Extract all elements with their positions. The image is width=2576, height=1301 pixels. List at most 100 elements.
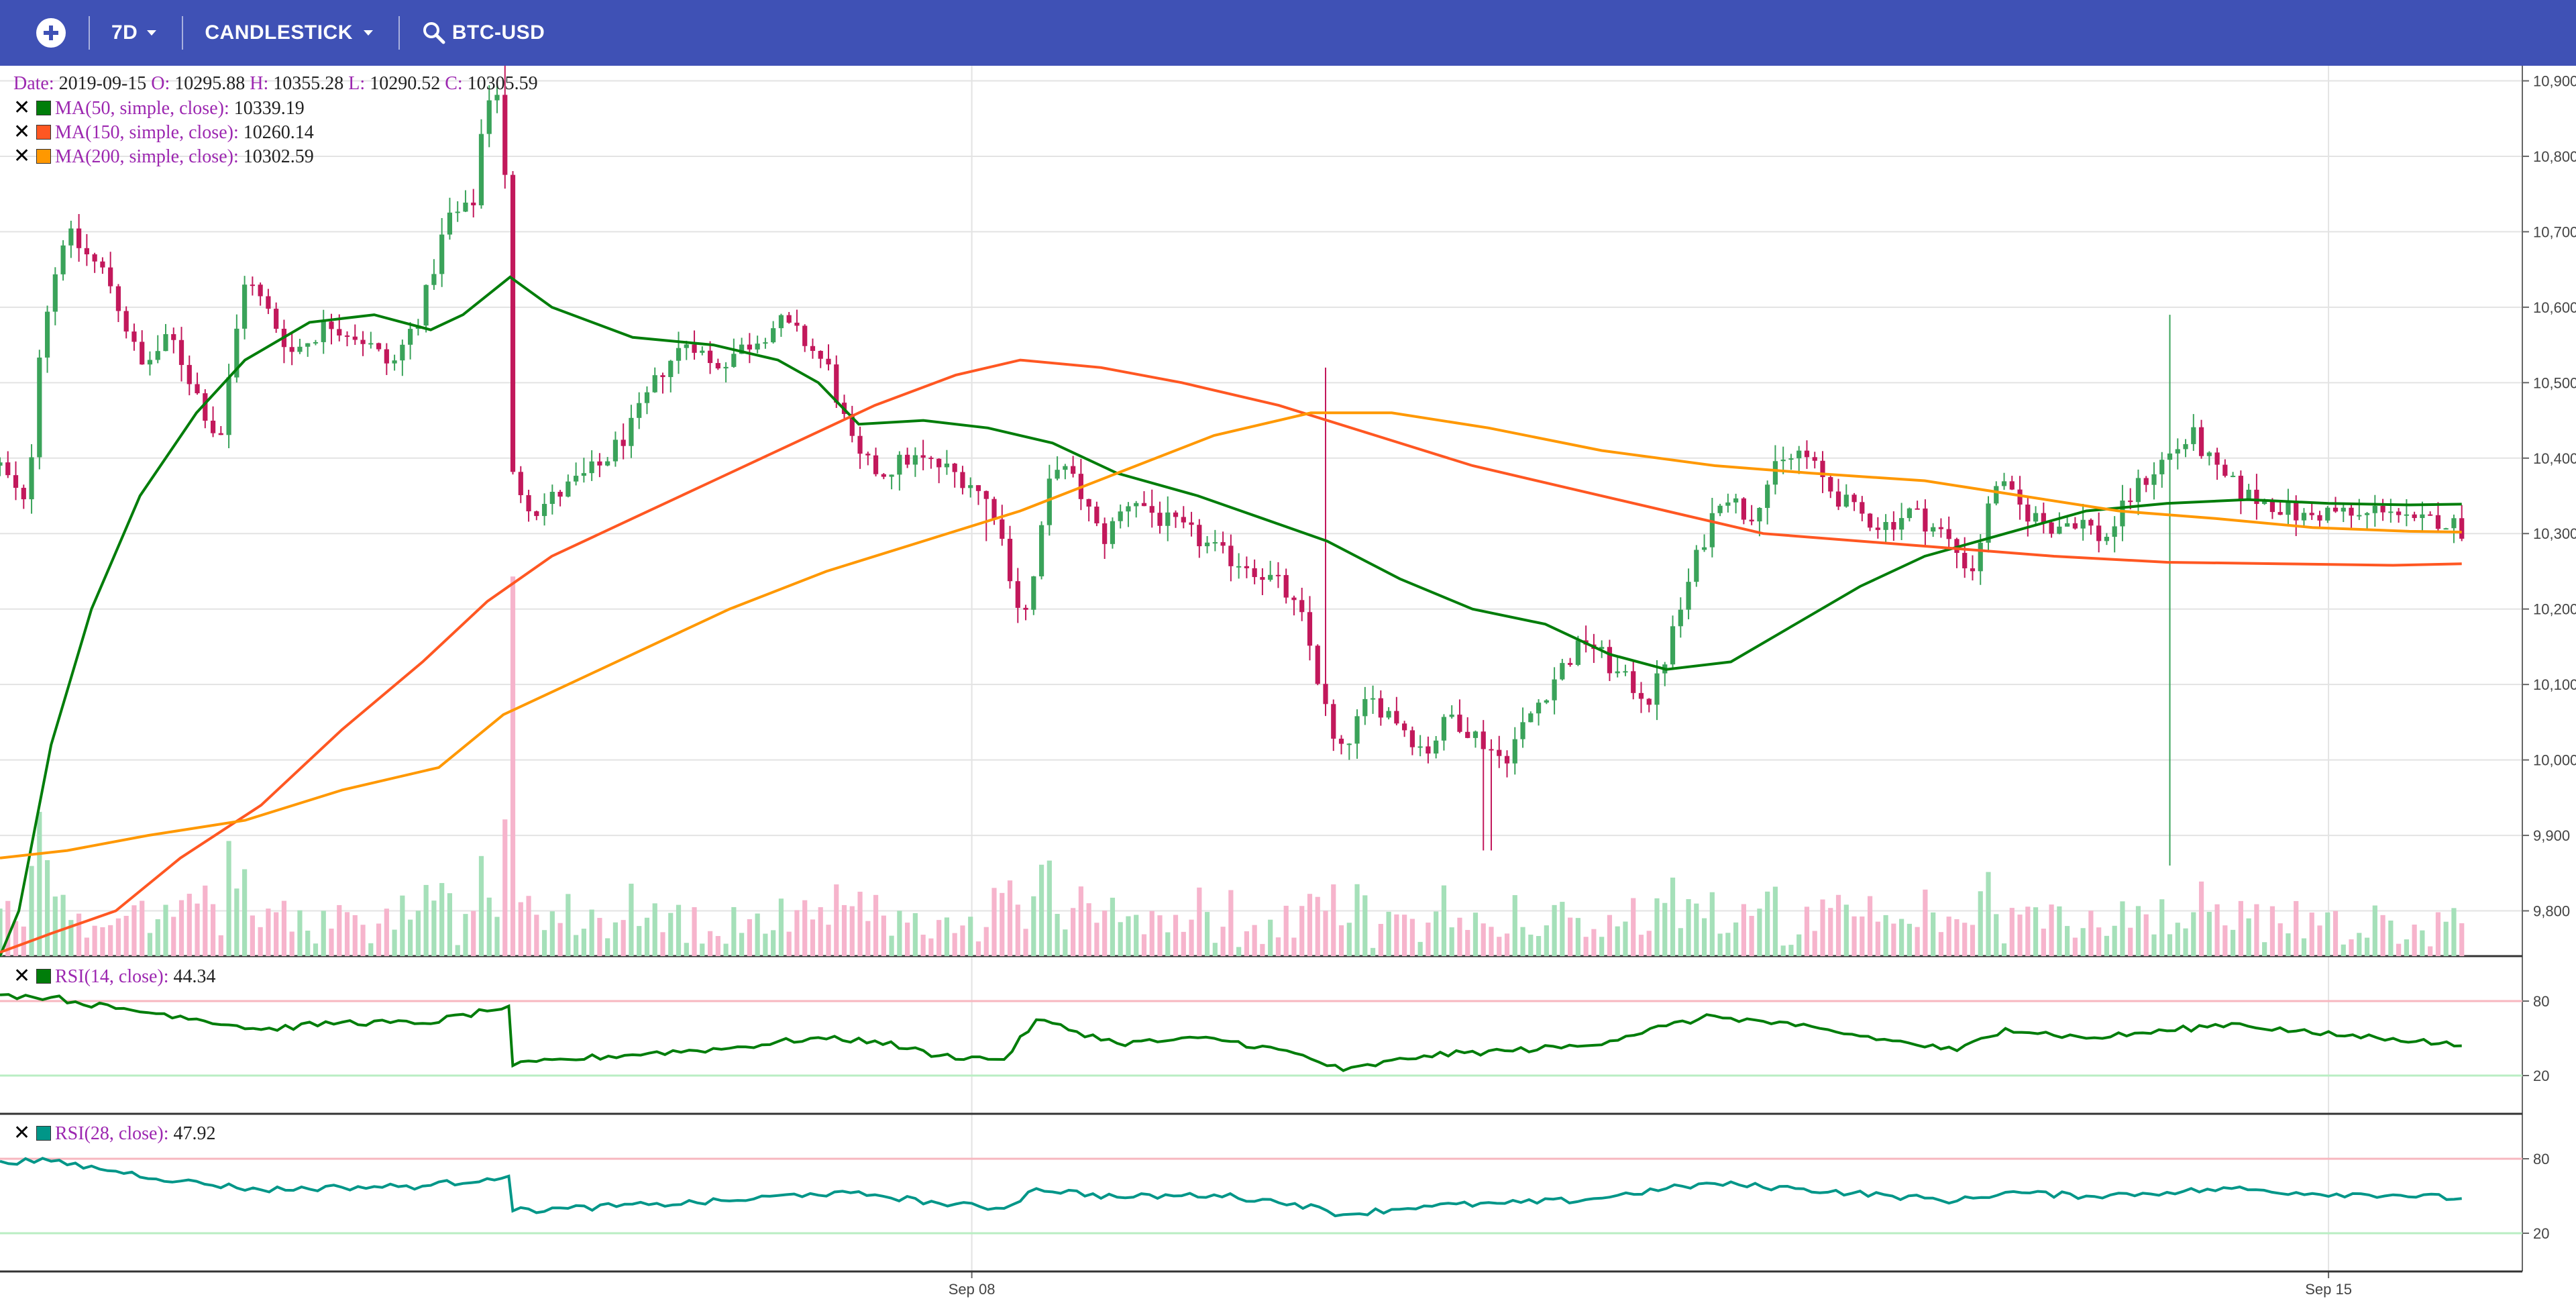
volume-bar (1575, 918, 1580, 956)
volume-bar (2151, 934, 2157, 956)
volume-bar (1986, 872, 1991, 956)
candle-body (1071, 466, 1076, 474)
candle-body (1481, 731, 1486, 749)
volume-bar (2222, 925, 2228, 956)
volume-bar (2451, 908, 2457, 956)
rsi14-tick-label: 80 (2533, 993, 2549, 1010)
ma-line-150 (0, 358, 2462, 954)
volume-bar (1268, 919, 1273, 956)
candle-body (1560, 663, 1565, 680)
volume-bar (1315, 896, 1320, 956)
candle-body (1654, 673, 1660, 705)
add-indicator-button[interactable] (35, 0, 67, 66)
candle-body (723, 366, 729, 369)
volume-bar (447, 893, 453, 956)
chart-type-dropdown[interactable]: CANDLESTICK (205, 0, 377, 66)
candle-body (329, 321, 334, 329)
volume-bar (2459, 923, 2465, 956)
candle-body (652, 375, 657, 393)
candle-body (1465, 731, 1470, 738)
volume-bar (1544, 925, 1549, 956)
candle-body (786, 315, 792, 323)
volume-bar (203, 885, 208, 956)
volume-bar (960, 925, 965, 956)
remove-ma150-icon[interactable]: ✕ (13, 121, 31, 143)
remove-rsi28-icon[interactable]: ✕ (13, 1122, 31, 1144)
volume-bar (360, 925, 366, 956)
ma-line-50 (0, 275, 2462, 957)
candle-body (337, 329, 342, 336)
candle-body (5, 462, 11, 476)
volume-bar (1394, 914, 1399, 956)
volume-bar (510, 576, 516, 956)
candle-body (408, 329, 413, 345)
toolbar-separator (89, 16, 90, 50)
volume-bar (344, 912, 350, 956)
candle-body (2033, 513, 2039, 522)
candle-body (944, 463, 950, 468)
volume-bar (1402, 915, 1407, 956)
period-dropdown[interactable]: 7D (111, 0, 160, 66)
volume-bar (1599, 937, 1605, 956)
volume-bar (1441, 885, 1447, 956)
candle-body (305, 343, 311, 347)
candle-body (1141, 503, 1147, 507)
volume-bar (920, 935, 926, 956)
candle-body (597, 461, 602, 466)
candle-body (1899, 518, 1904, 530)
candle-body (2435, 515, 2441, 529)
volume-bar (266, 908, 271, 956)
volume-bar (1678, 928, 1683, 956)
candle-body (2459, 518, 2465, 539)
ma150-legend: ✕ MA(150, simple, close): 10260.14 (13, 121, 314, 144)
price-tick-label: 10,600 (2533, 299, 2576, 316)
candle-body (1568, 663, 1573, 665)
volume-bar (2206, 912, 2212, 956)
chart-area[interactable]: 9,800 9,900 10,000 10,100 10,200 10,300 10,400… (0, 66, 2576, 1301)
volume-bar (5, 900, 11, 956)
candle-body (2332, 507, 2339, 512)
candle-body (1299, 600, 1305, 613)
volume-bar (2349, 939, 2354, 956)
candle-body (178, 340, 184, 365)
volume-bar (1662, 902, 1668, 956)
volume-bar (1434, 911, 1439, 956)
volume-bar (274, 912, 279, 956)
volume-bar (1883, 915, 1888, 956)
volume-bar (1962, 923, 1968, 956)
candle-body (612, 439, 619, 462)
volume-bar (541, 930, 547, 956)
remove-ma200-icon[interactable]: ✕ (13, 145, 31, 167)
candle-body (881, 474, 886, 477)
candle-body (2238, 476, 2243, 499)
volume-bar (2301, 938, 2307, 956)
candle-body (2065, 523, 2070, 527)
volume-bar (1370, 947, 1376, 956)
candles-group (0, 66, 2465, 866)
candle-body (44, 311, 50, 358)
candle-body (1780, 460, 1786, 462)
candle-body (2357, 515, 2362, 517)
volume-bar (2183, 928, 2188, 956)
candle-body (1994, 486, 1999, 504)
volume-bar (1489, 927, 1494, 956)
volume-bar (2009, 908, 2015, 956)
candle-body (108, 267, 113, 287)
candle-body (1631, 671, 1636, 693)
remove-rsi14-icon[interactable]: ✕ (13, 965, 31, 987)
open-value: 10295.88 (174, 73, 246, 94)
candle-body (360, 340, 366, 344)
symbol-search-button[interactable]: BTC-USD (421, 0, 545, 66)
volume-bar (2396, 943, 2402, 956)
candle-body (471, 202, 476, 206)
volume-bar (1615, 926, 1620, 956)
candle-body (37, 357, 42, 458)
volume-bar (1638, 935, 1644, 956)
candle-body (960, 472, 965, 488)
volume-bar (1899, 919, 1904, 956)
candle-body (171, 334, 176, 340)
candle-body (1031, 576, 1036, 610)
candle-body (2049, 522, 2054, 534)
remove-ma50-icon[interactable]: ✕ (13, 97, 31, 119)
candlestick-chart[interactable]: 9,800 9,900 10,000 10,100 10,200 10,300 10,400… (0, 66, 2576, 1301)
